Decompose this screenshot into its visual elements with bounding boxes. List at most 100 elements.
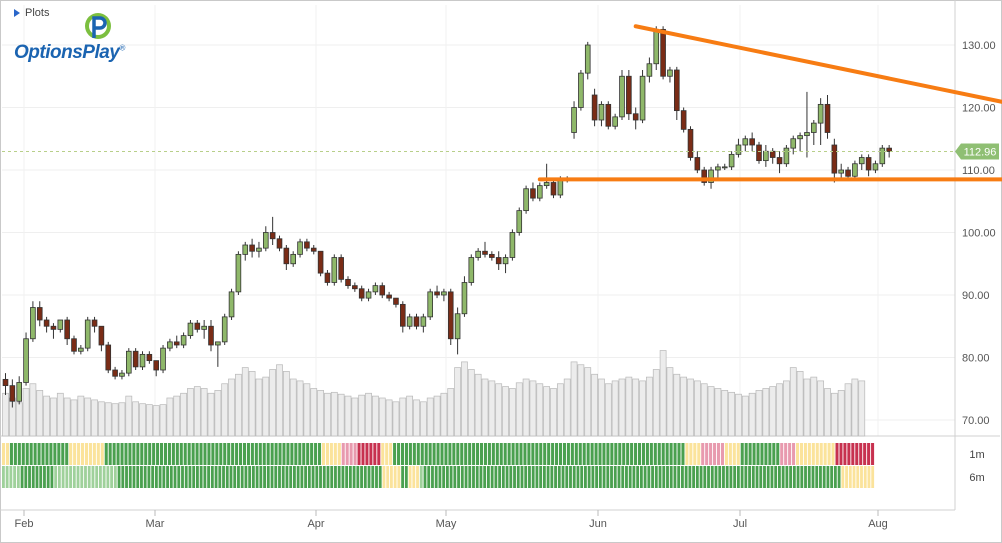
candle-body[interactable] [112, 369, 118, 377]
candle-body[interactable] [297, 241, 303, 255]
candle-body[interactable] [537, 185, 543, 199]
candle-body[interactable] [578, 72, 584, 108]
candle-body[interactable] [235, 253, 242, 293]
candle-body[interactable] [728, 153, 735, 168]
candle-body[interactable] [831, 144, 838, 174]
candle-body[interactable] [173, 341, 180, 346]
candle-body[interactable] [119, 372, 125, 377]
candle-body[interactable] [242, 244, 249, 255]
candle-body[interactable] [427, 291, 433, 318]
candle-body[interactable] [708, 169, 714, 183]
candle-body[interactable] [461, 282, 468, 315]
candle-body[interactable] [194, 322, 201, 330]
candle-body[interactable] [78, 347, 84, 352]
candle-body[interactable] [153, 360, 160, 371]
candle-body[interactable] [667, 69, 673, 77]
candle-body[interactable] [352, 285, 358, 290]
candle-body[interactable] [598, 103, 605, 121]
candle-body[interactable] [454, 313, 461, 340]
candle-body[interactable] [475, 250, 481, 258]
candle-body[interactable] [304, 241, 310, 249]
candle-body[interactable] [852, 163, 858, 177]
candlesticks[interactable] [2, 26, 892, 408]
candle-body[interactable] [516, 210, 523, 233]
candle-body[interactable] [811, 122, 817, 133]
candle-body[interactable] [269, 232, 276, 240]
candle-body[interactable] [283, 247, 290, 265]
candle-body[interactable] [591, 94, 598, 121]
candle-body[interactable] [509, 232, 516, 258]
candle-body[interactable] [201, 325, 207, 330]
candle-body[interactable] [769, 150, 776, 158]
candle-body[interactable] [365, 291, 372, 299]
candle-body[interactable] [399, 303, 406, 327]
candle-body[interactable] [783, 147, 790, 165]
candle-body[interactable] [139, 353, 146, 368]
candle-body[interactable] [721, 166, 728, 169]
candle-body[interactable] [639, 75, 646, 121]
candle-body[interactable] [632, 113, 639, 121]
candle-body[interactable] [735, 144, 742, 155]
candle-body[interactable] [317, 250, 324, 274]
candle-body[interactable] [495, 257, 502, 265]
candle-body[interactable] [680, 110, 687, 130]
candle-body[interactable] [16, 382, 22, 402]
candle-body[interactable] [694, 157, 701, 171]
candle-body[interactable] [749, 138, 755, 146]
candle-body[interactable] [420, 316, 427, 327]
candle-body[interactable] [523, 188, 529, 212]
candle-body[interactable] [228, 291, 235, 318]
candle-body[interactable] [160, 347, 166, 371]
candle-body[interactable] [187, 322, 194, 337]
candle-body[interactable] [763, 150, 769, 162]
candle-body[interactable] [221, 316, 228, 343]
candle-body[interactable] [482, 250, 488, 255]
candle-body[interactable] [146, 353, 153, 362]
candle-body[interactable] [98, 325, 105, 346]
candle-body[interactable] [358, 288, 365, 299]
candle-body[interactable] [30, 307, 36, 340]
candle-body[interactable] [413, 316, 420, 327]
candle-body[interactable] [331, 257, 338, 283]
candle-body[interactable] [646, 63, 653, 77]
candle-body[interactable] [64, 319, 70, 340]
candle-body[interactable] [550, 182, 557, 196]
candle-body[interactable] [824, 103, 831, 133]
candle-body[interactable] [208, 325, 214, 346]
candle-body[interactable] [660, 28, 666, 77]
candle-body[interactable] [215, 341, 221, 346]
candle-body[interactable] [71, 338, 77, 352]
candle-body[interactable] [489, 253, 495, 258]
candle-body[interactable] [817, 103, 824, 124]
candle-body[interactable] [701, 169, 707, 183]
candle-body[interactable] [653, 28, 660, 65]
candle-body[interactable] [447, 291, 454, 340]
candle-body[interactable] [23, 338, 29, 383]
candle-body[interactable] [742, 138, 749, 146]
candle-body[interactable] [502, 257, 509, 265]
candle-body[interactable] [872, 163, 879, 171]
candle-body[interactable] [324, 272, 331, 283]
candle-body[interactable] [338, 257, 344, 280]
candle-body[interactable] [386, 294, 392, 299]
candle-body[interactable] [612, 116, 618, 127]
candle-body[interactable] [776, 157, 783, 165]
candle-body[interactable] [557, 178, 564, 196]
candle-body[interactable] [57, 319, 64, 330]
candle-body[interactable] [84, 319, 91, 349]
candle-body[interactable] [406, 316, 413, 327]
candle-body[interactable] [879, 147, 886, 165]
candle-body[interactable] [434, 291, 440, 296]
candle-body[interactable] [393, 297, 399, 305]
candle-body[interactable] [105, 344, 112, 371]
candle-body[interactable] [2, 378, 9, 387]
candle-body[interactable] [249, 244, 255, 252]
candle-body[interactable] [43, 319, 50, 327]
candle-body[interactable] [256, 247, 262, 252]
candle-body[interactable] [372, 285, 379, 293]
candle-body[interactable] [91, 319, 98, 327]
candle-body[interactable] [756, 144, 762, 162]
candle-body[interactable] [276, 238, 283, 249]
candle-body[interactable] [9, 385, 16, 402]
